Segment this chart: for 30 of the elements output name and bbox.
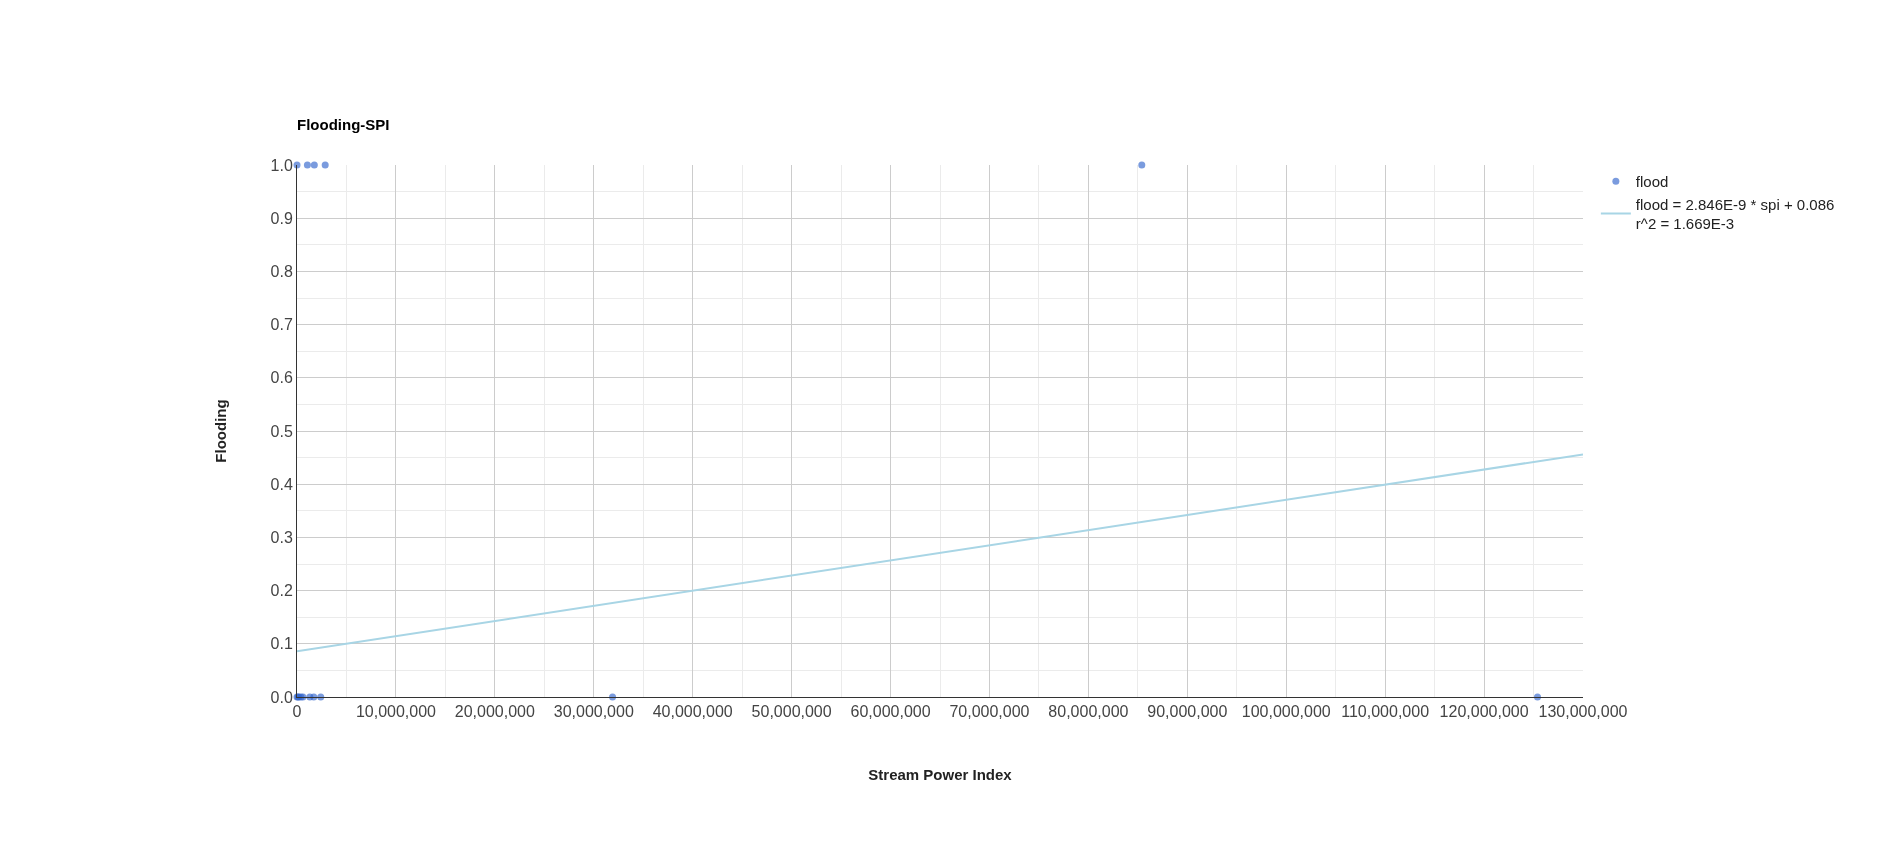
x-tick-label: 100,000,000 <box>1241 703 1331 721</box>
y-tick-label: 0.5 <box>270 422 293 440</box>
y-tick-label: 0.4 <box>270 475 293 493</box>
x-tick-label: 40,000,000 <box>652 703 733 721</box>
x-tick-label: 50,000,000 <box>751 703 832 721</box>
y-tick-label: 0.2 <box>270 582 293 600</box>
y-tick-label: 1.0 <box>270 156 293 174</box>
x-tick-label: 130,000,000 <box>1538 703 1628 721</box>
x-tick-label: 70,000,000 <box>949 703 1030 721</box>
x-tick-label: 20,000,000 <box>454 703 535 721</box>
y-tick-label: 0.1 <box>270 635 293 653</box>
y-tick-label: 0.8 <box>270 263 293 280</box>
y-tick-label: 0.3 <box>270 529 293 546</box>
y-tick-label: 0.9 <box>270 209 293 227</box>
y-axis-title: Flooding <box>211 399 229 463</box>
x-tick-label: 80,000,000 <box>1048 703 1129 721</box>
y-tick-label: 0.7 <box>270 316 293 334</box>
x-tick-label: 90,000,000 <box>1147 703 1228 721</box>
x-tick-label: 10,000,000 <box>355 703 437 721</box>
x-tick-label: 30,000,000 <box>553 703 634 721</box>
x-axis-title: Stream Power Index <box>868 766 1013 784</box>
legend-label: flood <box>1635 173 1669 191</box>
x-tick-label: 0 <box>292 703 302 721</box>
legend-label: flood = 2.846E-9 * spi + 0.086 r^2 = 1.669E-3 <box>1635 195 1835 233</box>
chart-title: Flooding-SPI <box>297 116 390 134</box>
y-tick-label: 0.6 <box>270 369 293 387</box>
y-tick-label: 0.0 <box>270 688 293 706</box>
x-tick-label: 120,000,000 <box>1439 703 1529 721</box>
x-tick-label: 60,000,000 <box>850 703 931 721</box>
x-tick-label: 110,000,000 <box>1341 703 1430 721</box>
